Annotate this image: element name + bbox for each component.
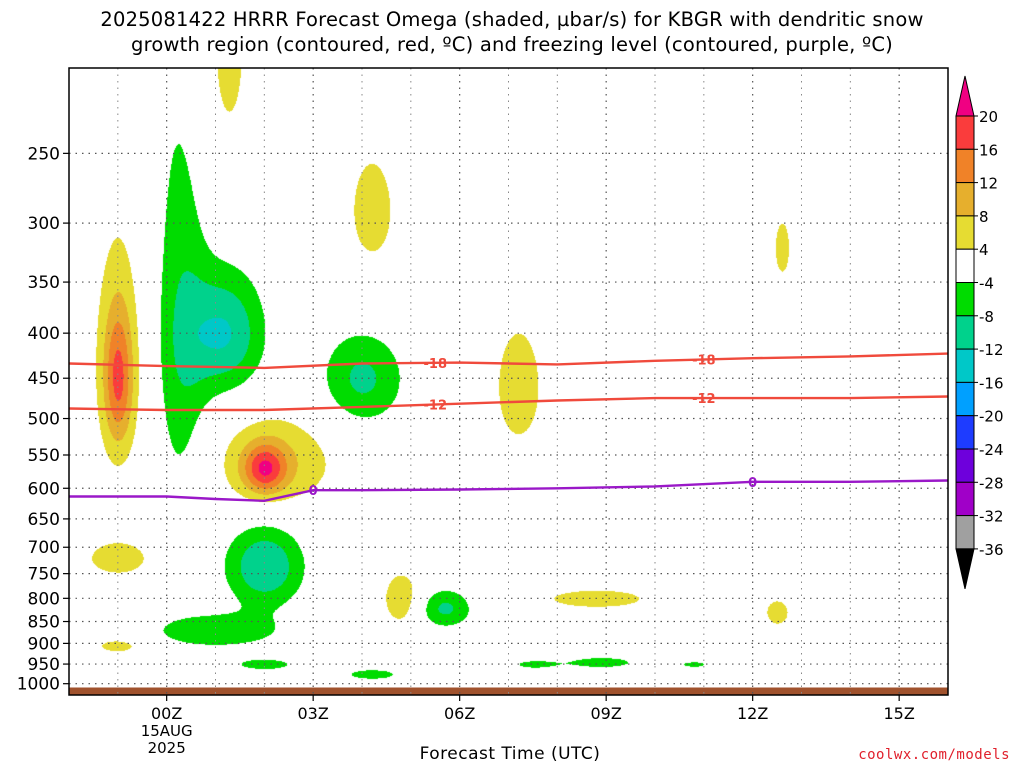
y-tick-label: 950 — [28, 655, 60, 675]
terrain-strip — [69, 687, 948, 695]
x-tick-label: 03Z — [298, 704, 329, 723]
credit-link[interactable]: coolwx.com/models — [858, 747, 1010, 763]
x-tick-label: 00Z — [151, 704, 182, 723]
x-tick-label: 09Z — [591, 704, 622, 723]
x-tick-label: 15Z — [884, 704, 915, 723]
y-tick-label: 350 — [28, 273, 60, 293]
colorbar-label: 12 — [979, 175, 998, 193]
y-tick-label: 800 — [28, 589, 60, 609]
colorbar-label: -32 — [979, 508, 1004, 526]
gridlines — [69, 68, 948, 695]
colorbar-label: -8 — [979, 308, 994, 326]
contour-label: -12 — [692, 392, 716, 407]
contour-label: 0 — [748, 476, 757, 491]
y-tick-label: 250 — [28, 144, 60, 164]
colorbar-swatch — [955, 481, 975, 517]
colorbar-swatch — [955, 415, 975, 450]
colorbar-label: 20 — [979, 108, 998, 126]
chart-title-line-1: 2025081422 HRRR Forecast Omega (shaded, … — [100, 8, 924, 31]
y-tick-label: 450 — [28, 369, 60, 389]
colorbar-label: -12 — [979, 341, 1004, 359]
y-tick-label: 650 — [28, 510, 60, 530]
contour-line — [69, 395, 948, 412]
x-tick-sublabel: 2025 — [148, 739, 186, 757]
x-axis-label: Forecast Time (UTC) — [419, 744, 601, 764]
colorbar-label: 8 — [979, 208, 989, 226]
colorbar-label: -28 — [979, 474, 1004, 492]
colorbar-swatch — [955, 548, 975, 590]
y-tick-label: 600 — [28, 479, 60, 499]
contour-line — [69, 479, 948, 503]
plot-frame — [68, 67, 949, 696]
colorbar-swatch — [955, 248, 975, 283]
colorbar-swatch — [955, 115, 975, 150]
colorbar-swatch — [955, 448, 975, 483]
y-tick-label: 550 — [28, 446, 60, 466]
colorbar-swatch — [955, 381, 975, 417]
x-tick-label: 06Z — [444, 704, 475, 723]
colorbar-label: 4 — [979, 241, 989, 259]
x-tick-label: 12Z — [737, 704, 768, 723]
y-tick-label: 750 — [28, 565, 60, 585]
y-tick-label: 500 — [28, 410, 60, 430]
colorbar-label: -24 — [979, 441, 1004, 459]
colorbar-label: 16 — [979, 141, 998, 159]
contour-label: -12 — [424, 399, 448, 414]
contour-label: -18 — [424, 357, 448, 372]
colorbar-swatch — [955, 282, 975, 317]
colorbar-label: -4 — [979, 275, 994, 293]
colorbar-swatch — [955, 515, 975, 550]
y-tick-label: 900 — [28, 634, 60, 654]
colorbar-swatch — [955, 75, 975, 117]
colorbar-swatch — [955, 148, 975, 184]
y-tick-label: 400 — [28, 324, 60, 344]
colorbar-label: -36 — [979, 541, 1004, 559]
colorbar-label: -20 — [979, 408, 1004, 426]
chart-title-line-2: growth region (contoured, red, ºC) and f… — [131, 33, 893, 56]
y-tick-label: 300 — [28, 214, 60, 234]
colorbar-swatch — [955, 315, 975, 350]
y-tick-label: 700 — [28, 538, 60, 558]
colorbar-label: -16 — [979, 374, 1004, 392]
y-tick-label: 1000 — [17, 675, 60, 695]
temperature-contours: -18 -18 -12 -12 0 0 — [69, 352, 948, 503]
colorbar-swatch — [955, 182, 975, 217]
colorbar-swatch — [955, 215, 975, 250]
colorbar: 20 16 12 8 4 -4 -8 -12 -16 -20 -24 -28 -32 -36 — [955, 75, 1004, 590]
x-tick-sublabel: 15AUG — [141, 722, 193, 740]
axes: 2503003504004505005506006507007508008509… — [17, 144, 915, 757]
contour-label: 0 — [309, 484, 318, 499]
colorbar-swatch — [955, 348, 975, 383]
contour-label: -18 — [692, 353, 716, 368]
y-tick-label: 850 — [28, 613, 60, 633]
contour-line — [69, 352, 948, 370]
